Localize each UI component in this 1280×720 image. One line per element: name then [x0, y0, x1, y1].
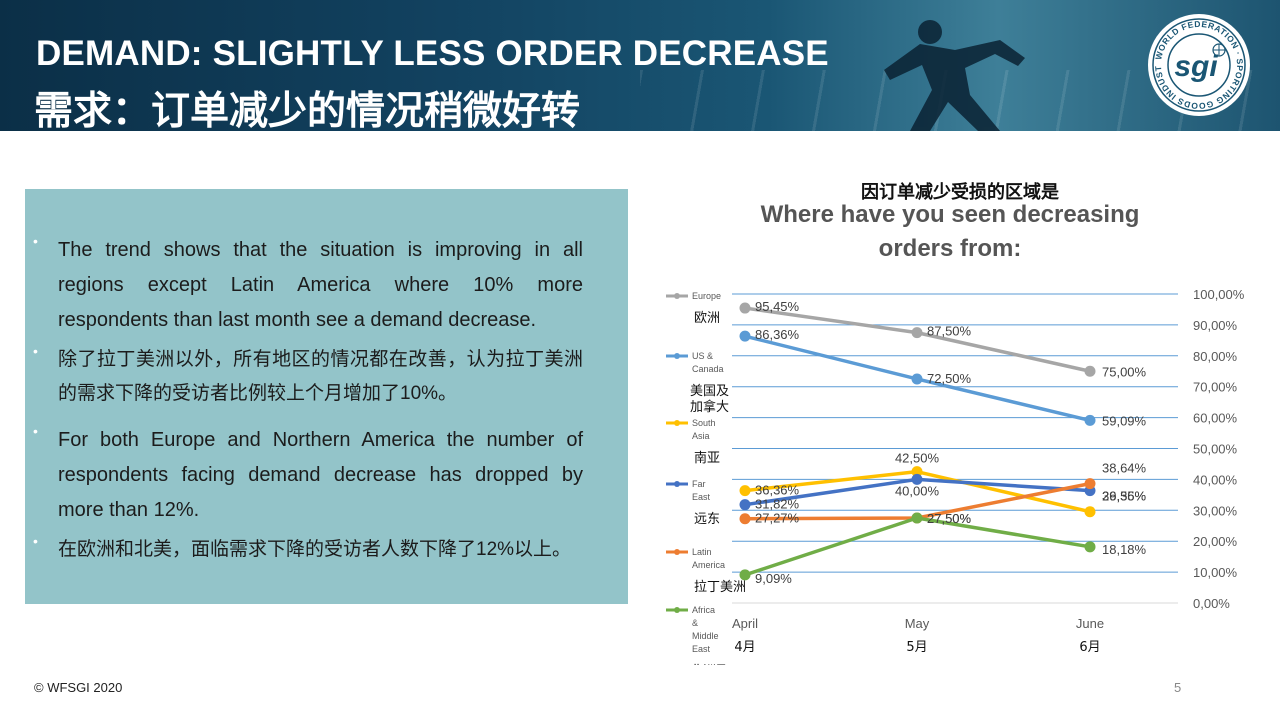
data-label: 27,50% — [927, 511, 972, 526]
summary-box: • The trend shows that the situation is … — [25, 189, 628, 604]
data-point — [739, 499, 751, 511]
series-line — [744, 516, 1091, 577]
y-tick-label: 50,00% — [1193, 442, 1238, 457]
data-label: 36,36% — [1102, 489, 1147, 504]
data-point — [1084, 506, 1096, 518]
legend-label: Far — [692, 479, 706, 489]
x-tick-label-cn: 5月 — [906, 640, 927, 655]
data-label: 75,00% — [1102, 364, 1147, 379]
legend-label: South — [692, 418, 716, 428]
data-point — [1084, 478, 1096, 490]
y-tick-label: 60,00% — [1193, 411, 1238, 426]
bullet-text: The trend shows that the situation is im… — [58, 239, 583, 331]
line-chart: 0,00% 10,00% 20,00% 30,00% 40,00% 50,00% 60,00… — [666, 287, 1245, 665]
chart-title-en: Where have you seen decreasing orders fr… — [760, 201, 1140, 262]
data-point — [739, 302, 751, 314]
bullet-text: 在欧洲和北美，面临需求下降的受访者人数下降了12%以上。 — [58, 539, 572, 560]
y-tick-label: 80,00% — [1193, 349, 1238, 364]
data-label: 40,00% — [895, 483, 940, 498]
legend-swatch-marker — [674, 607, 680, 613]
legend-swatch-marker — [674, 353, 680, 359]
legend-swatch-marker — [674, 420, 680, 426]
legend-label: & — [692, 618, 698, 628]
header-banner: DEMAND: SLIGHTLY LESS ORDER DECREASE 需求：… — [0, 0, 1280, 131]
page-title-en: DEMAND: SLIGHTLY LESS ORDER DECREASE — [36, 34, 829, 73]
legend-label-cn: 非洲及 — [690, 664, 729, 665]
legend-label-cn: 南亚 — [694, 450, 720, 466]
data-point — [911, 373, 923, 385]
page-title-cn: 需求：订单减少的情况稍微好转 — [34, 90, 581, 131]
y-tick-label: 20,00% — [1193, 534, 1238, 549]
data-point — [911, 466, 923, 478]
x-tick-label: April — [732, 616, 758, 631]
legend-label-cn: 美国及 — [690, 384, 729, 399]
bullet-item: • For both Europe and Northern America t… — [33, 423, 583, 528]
data-point — [739, 569, 751, 581]
data-point — [1084, 414, 1096, 426]
data-point — [739, 330, 751, 342]
data-point — [1084, 541, 1096, 553]
data-point — [739, 513, 751, 525]
y-tick-label: 40,00% — [1193, 472, 1238, 487]
data-label: 29,55% — [1102, 489, 1147, 504]
data-label: 27,27% — [755, 511, 800, 526]
y-tick-label: 100,00% — [1193, 287, 1245, 302]
data-label: 72,50% — [927, 371, 972, 386]
svg-text:sgi: sgi — [1174, 50, 1218, 83]
bullet-text: For both Europe and Northern America the… — [58, 429, 583, 521]
runner-silhouette — [884, 20, 1025, 131]
bullet-text: 除了拉丁美洲以外，所有地区的情况都在改善，认为拉丁美洲的需求下降的受访者比例较上… — [58, 349, 583, 404]
y-tick-label: 90,00% — [1193, 318, 1238, 333]
bullet-item: • 在欧洲和北美，面临需求下降的受访者人数下降了12%以上。 — [33, 533, 583, 567]
data-point — [911, 512, 923, 524]
x-tick-label: June — [1076, 616, 1104, 631]
legend-label-cn: 欧洲 — [694, 311, 720, 326]
legend-swatch-marker — [674, 549, 680, 555]
data-label: 42,50% — [895, 451, 940, 466]
x-tick-label-cn: 4月 — [734, 640, 755, 655]
legend-label: America — [692, 560, 725, 570]
y-tick-label: 70,00% — [1193, 380, 1238, 395]
legend-label: East — [692, 492, 711, 502]
data-label: 38,64% — [1102, 461, 1147, 476]
legend-label: US & — [692, 351, 713, 361]
legend-label: Canada — [692, 364, 724, 374]
legend-label-cn: 远东 — [694, 512, 720, 527]
legend-label: Africa — [692, 605, 715, 615]
data-label: 31,82% — [755, 497, 800, 512]
bullet-item: • 除了拉丁美洲以外，所有地区的情况都在改善，认为拉丁美洲的需求下降的受访者比例… — [33, 343, 583, 411]
data-point — [911, 473, 923, 485]
x-tick-label-cn: 6月 — [1079, 640, 1100, 655]
data-label: 18,18% — [1102, 542, 1147, 557]
x-tick-label: May — [905, 616, 930, 631]
data-point — [1084, 365, 1096, 377]
bullet-item: • The trend shows that the situation is … — [33, 233, 583, 338]
legend-label-cn: 拉丁美洲 — [694, 580, 746, 595]
legend-swatch-marker — [674, 481, 680, 487]
legend-label: Middle — [692, 631, 719, 641]
data-label: 59,09% — [1102, 413, 1147, 428]
data-label: 36,36% — [755, 483, 800, 498]
data-label: 86,36% — [755, 327, 800, 342]
data-label: 95,45% — [755, 299, 800, 314]
legend-label-cn: 加拿大 — [690, 399, 729, 415]
legend-label: Europe — [692, 291, 721, 301]
data-point — [739, 485, 751, 497]
legend-label: Asia — [692, 431, 710, 441]
legend-label: Latin — [692, 547, 712, 557]
copyright-text: © WFSGI 2020 — [34, 680, 123, 695]
data-point — [911, 327, 923, 339]
y-tick-label: 0,00% — [1193, 596, 1230, 611]
y-tick-label: 30,00% — [1193, 503, 1238, 518]
y-tick-label: 10,00% — [1193, 565, 1238, 580]
chart-title-cn: 因订单减少受损的区域是 — [861, 182, 1059, 202]
data-label: 87,50% — [927, 324, 972, 339]
wfsgi-logo: WORLD FEDERATION · SPORTING GOODS INDUST… — [1146, 12, 1250, 116]
legend-label: East — [692, 644, 711, 654]
page-number: 5 — [1174, 680, 1182, 695]
legend-swatch-marker — [674, 293, 680, 299]
data-label: 9,09% — [755, 571, 792, 586]
